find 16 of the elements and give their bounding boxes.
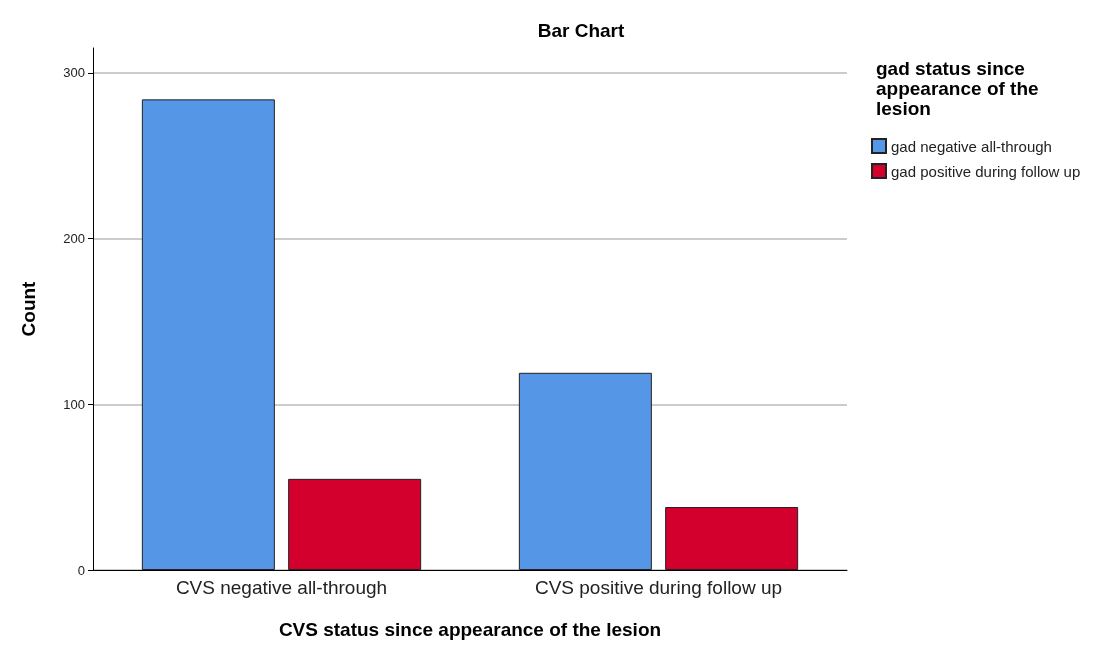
x-axis-title: CVS status since appearance of the lesion: [278, 619, 662, 640]
bar: [518, 372, 652, 570]
legend-title: gad status since appearance of the lesion: [876, 57, 1044, 119]
legend-label: gad positive during follow up: [891, 162, 1081, 180]
x-tick-label: CVS positive during follow up: [534, 577, 783, 598]
bar: [665, 507, 799, 570]
y-tick-label: 300: [63, 65, 85, 81]
bar: [288, 478, 422, 570]
chart-title: Bar Chart: [537, 20, 625, 41]
y-tick-label: 200: [63, 231, 85, 247]
legend-label: gad negative all-through: [891, 137, 1052, 155]
y-tick-label: 100: [63, 396, 85, 412]
x-tick-label: CVS negative all-through: [175, 577, 388, 598]
bar: [141, 99, 275, 570]
y-tick-label: 0: [77, 562, 85, 578]
y-axis-title: Count: [18, 280, 39, 337]
